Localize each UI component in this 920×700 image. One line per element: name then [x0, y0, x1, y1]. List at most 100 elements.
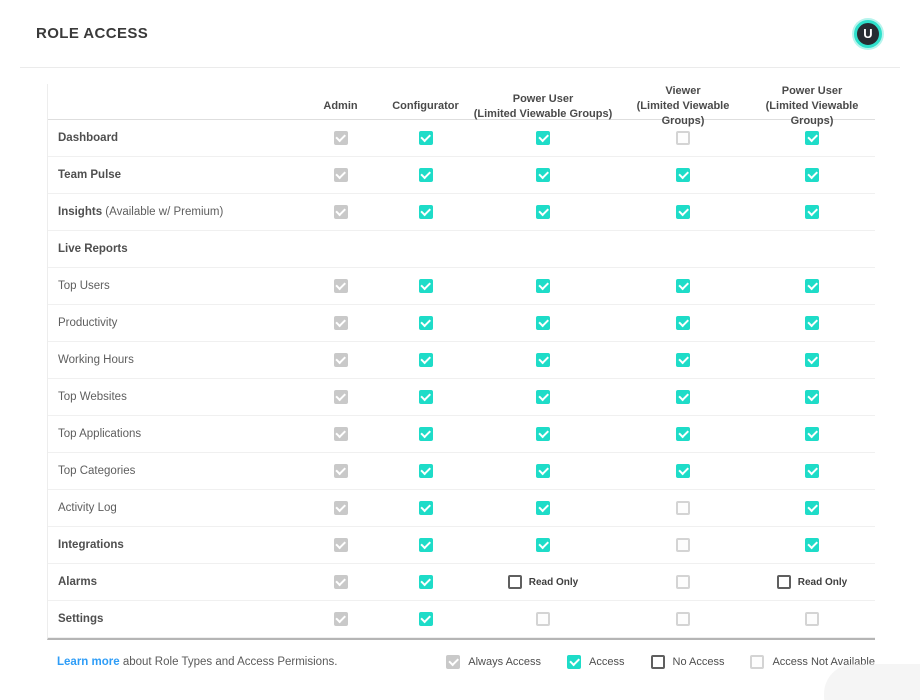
row-label: Settings: [58, 613, 104, 625]
checkbox-access-icon[interactable]: [536, 316, 550, 330]
checkbox-na-icon[interactable]: [676, 501, 690, 515]
permission-cell: [618, 538, 748, 552]
table-row: Team Pulse: [48, 157, 875, 194]
checkbox-access-icon[interactable]: [418, 427, 433, 441]
checkbox-access-icon[interactable]: [536, 464, 550, 478]
checkbox-access-icon[interactable]: [536, 427, 550, 441]
checkbox-always-icon: [333, 427, 348, 441]
permission-cell: [298, 205, 383, 219]
column-header-4: Power User (Limited Viewable Groups): [765, 85, 859, 127]
checkbox-na-icon[interactable]: [536, 612, 550, 626]
checkbox-access-icon[interactable]: [418, 205, 433, 219]
permission-cell: [748, 390, 876, 404]
footer-note: Learn more about Role Types and Access P…: [47, 656, 337, 668]
page-footer: Learn more about Role Types and Access P…: [47, 640, 875, 684]
permission-cell: [618, 205, 748, 219]
checkbox-na-icon: [750, 655, 765, 669]
checkbox-always-icon: [333, 353, 348, 367]
checkbox-access-icon[interactable]: [676, 168, 690, 182]
checkbox-access-icon[interactable]: [676, 316, 690, 330]
checkbox-access-icon[interactable]: [805, 390, 819, 404]
permission-cell: [748, 168, 876, 182]
checkbox-access-icon[interactable]: [536, 131, 550, 145]
checkbox-access-icon[interactable]: [536, 501, 550, 515]
checkbox-access-icon[interactable]: [418, 464, 433, 478]
user-avatar[interactable]: U: [854, 19, 882, 48]
row-label: Top Applications: [58, 428, 142, 440]
checkbox-access-icon[interactable]: [805, 501, 819, 515]
row-label: Integrations: [58, 539, 124, 551]
checkbox-access-icon[interactable]: [676, 205, 690, 219]
row-label-suffix: (Available w/ Premium): [102, 206, 224, 218]
permission-cell: [383, 390, 468, 404]
checkbox-na-icon[interactable]: [676, 612, 690, 626]
checkbox-access-icon[interactable]: [418, 538, 433, 552]
checkbox-access-icon[interactable]: [805, 353, 819, 367]
checkbox-access-icon[interactable]: [536, 538, 550, 552]
checkbox-access-icon[interactable]: [536, 390, 550, 404]
permission-cell: [618, 464, 748, 478]
legend-label: Access: [589, 656, 625, 668]
checkbox-na-icon[interactable]: [676, 538, 690, 552]
checkbox-always-icon: [333, 501, 348, 515]
page-title: ROLE ACCESS: [36, 25, 149, 42]
permission-cell: [748, 612, 876, 626]
checkbox-access-icon[interactable]: [805, 205, 819, 219]
permission-cell: [748, 131, 876, 145]
checkbox-access-icon[interactable]: [418, 316, 433, 330]
permission-cell: Read Only: [468, 575, 618, 589]
permission-cell: [468, 168, 618, 182]
checkbox-access-icon[interactable]: [676, 427, 690, 441]
checkbox-none-icon[interactable]: [776, 575, 791, 589]
checkbox-always-icon: [333, 575, 348, 589]
footer-note-text: about Role Types and Access Permisions.: [119, 656, 338, 668]
checkbox-access-icon[interactable]: [418, 390, 433, 404]
permission-cell: [383, 131, 468, 145]
checkbox-access-icon[interactable]: [805, 131, 819, 145]
checkbox-access-icon[interactable]: [536, 168, 550, 182]
checkbox-access-icon[interactable]: [676, 279, 690, 293]
checkbox-access-icon[interactable]: [418, 575, 433, 589]
permission-cell: [468, 427, 618, 441]
permission-cell: [298, 464, 383, 478]
checkbox-access-icon[interactable]: [418, 131, 433, 145]
permission-cell: [383, 316, 468, 330]
checkbox-access-icon[interactable]: [805, 538, 819, 552]
permission-cell: [298, 353, 383, 367]
checkbox-na-icon[interactable]: [676, 575, 690, 589]
learn-more-link[interactable]: Learn more: [57, 656, 120, 668]
checkbox-na-icon[interactable]: [805, 612, 819, 626]
checkbox-access-icon[interactable]: [418, 279, 433, 293]
row-label: Top Users: [58, 280, 110, 292]
permission-cell: [383, 612, 468, 626]
checkbox-access-icon[interactable]: [418, 501, 433, 515]
permission-cell: [298, 168, 383, 182]
section-row: Live Reports: [48, 231, 875, 268]
permission-cell: [468, 279, 618, 293]
permission-cell: [468, 501, 618, 515]
checkbox-access-icon[interactable]: [805, 168, 819, 182]
checkbox-access-icon[interactable]: [805, 464, 819, 478]
checkbox-access-icon[interactable]: [805, 279, 819, 293]
checkbox-na-icon[interactable]: [676, 131, 690, 145]
permission-cell: [298, 612, 383, 626]
role-access-table: Admin Configurator Power User (Limited View…: [47, 84, 875, 640]
checkbox-access-icon[interactable]: [418, 353, 433, 367]
checkbox-always-icon: [333, 131, 348, 145]
checkbox-access-icon[interactable]: [676, 464, 690, 478]
checkbox-access-icon[interactable]: [676, 353, 690, 367]
checkbox-access-icon[interactable]: [536, 205, 550, 219]
permission-cell: [468, 205, 618, 219]
checkbox-access-icon[interactable]: [418, 168, 433, 182]
checkbox-access-icon[interactable]: [805, 427, 819, 441]
checkbox-access-icon[interactable]: [805, 316, 819, 330]
checkbox-always-icon: [446, 655, 461, 669]
checkbox-access-icon[interactable]: [536, 353, 550, 367]
permission-cell: [298, 538, 383, 552]
table-row: Top Applications: [48, 416, 875, 453]
checkbox-access-icon[interactable]: [418, 612, 433, 626]
legend-item: Always Access: [446, 655, 541, 669]
checkbox-access-icon[interactable]: [676, 390, 690, 404]
checkbox-access-icon[interactable]: [536, 279, 550, 293]
checkbox-none-icon[interactable]: [507, 575, 522, 589]
